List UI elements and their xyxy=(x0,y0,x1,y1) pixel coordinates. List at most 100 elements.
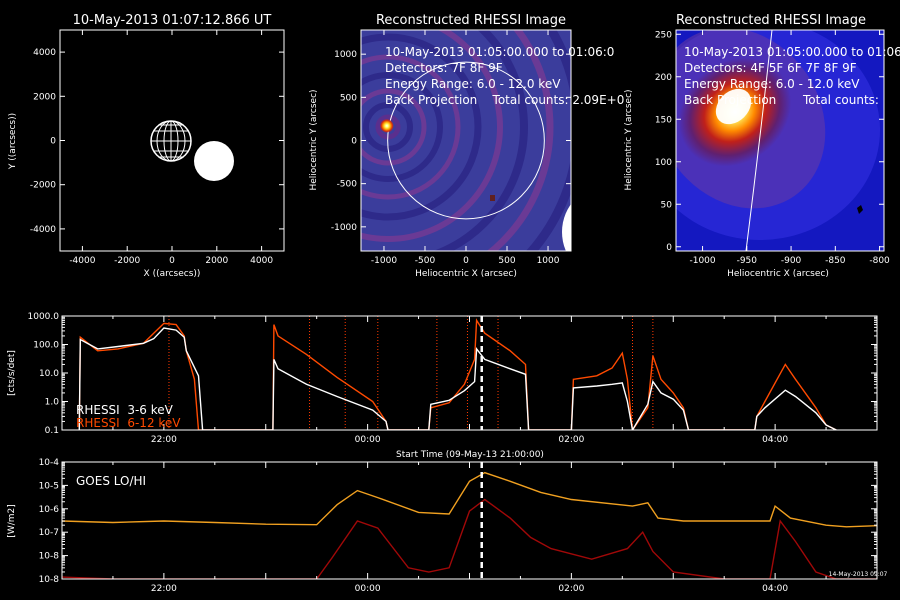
goes-legend: GOES LO/HI xyxy=(76,474,146,488)
lc-xtick-label: 02:00 xyxy=(558,435,584,445)
disk-axes: -4000 -2000 0 2000 4000 -4000 -2000 0 2000 4000 xyxy=(30,29,285,266)
lc-xtick-label: 00:00 xyxy=(355,435,381,445)
sun-disk xyxy=(194,141,234,181)
zoom-xtick-label: -950 xyxy=(737,256,758,266)
panel-rhessi-zoom: Reconstructed RHESSI Image 10-May-2013 0… xyxy=(624,13,900,279)
wide-rings xyxy=(361,30,571,251)
wide-xtick-label: 0 xyxy=(463,256,469,266)
goes-ytick-label: 10-7 xyxy=(39,528,59,538)
zoom-xtick-label: -1000 xyxy=(689,256,715,266)
wide-xlabel: Heliocentric X (arcsec) xyxy=(415,269,517,279)
lc-series-group xyxy=(78,318,837,430)
wide-info-line-3: Energy Range: 6.0 - 12.0 keV xyxy=(385,77,561,91)
goes-ytick-label: 10-4 xyxy=(39,458,60,468)
lc-xtick-label: 04:00 xyxy=(762,435,788,445)
zoom-frame xyxy=(675,29,885,252)
goes-ylabel: [W/m2] xyxy=(7,504,17,537)
wide-ytick-label: -500 xyxy=(337,180,358,190)
zoom-limb-arc xyxy=(745,30,773,251)
disk-ytick-label: 2000 xyxy=(33,92,56,102)
wide-ytick-label: 0 xyxy=(351,137,357,147)
panel-rhessi-wide: Reconstructed RHESSI Image 10-May-2013 0 xyxy=(309,13,624,279)
zoom-ytick-label: 150 xyxy=(655,115,672,125)
lc-xlabel: Start Time (09-May-13 21:00:00) xyxy=(396,450,544,460)
wide-limb-circle xyxy=(387,61,545,220)
goes-xtick-label: 02:00 xyxy=(558,584,584,594)
panel-goes: 22:00 00:00 02:00 04:00 10-8 10-8 10-7 10-6 10-5… xyxy=(7,458,888,594)
zoom-axes: -1000 -950 -900 -850 -800 0 50 100 150 200 250 xyxy=(655,29,890,266)
disk-ylabel: Y ((arcsecs)) xyxy=(8,113,18,170)
zoom-ytick-label: 250 xyxy=(655,30,672,40)
goes-xtick-label: 04:00 xyxy=(762,584,788,594)
goes-ytick-label: 10-6 xyxy=(39,505,60,515)
zoom-xtick-label: -900 xyxy=(781,256,802,266)
lc-event-markers xyxy=(168,316,654,430)
zoom-xtick-label: -850 xyxy=(825,256,846,266)
goes-ytick-label: 10-8 xyxy=(39,552,60,562)
goes-axes: 22:00 00:00 02:00 04:00 10-8 10-8 10-7 10-6 10-5… xyxy=(39,458,878,594)
lc-ytick-label: 0.1 xyxy=(45,426,59,436)
wide-image xyxy=(361,30,571,251)
wide-artifact xyxy=(490,195,495,201)
wide-xtick-label: -1000 xyxy=(371,256,397,266)
goes-stamp: 14-May-2013 09:07 xyxy=(829,571,888,578)
goes-ytick-label: 10-5 xyxy=(39,481,59,491)
wide-ytick-label: 1000 xyxy=(334,50,357,60)
disk-ytick-label: 0 xyxy=(50,137,56,147)
wide-info: 10-May-2013 01:05:00.000 to 01:06:0 Dete… xyxy=(385,45,624,107)
zoom-ylabel: Heliocentric Y (arcsec) xyxy=(624,89,634,190)
lc-ytick-label: 1000.0 xyxy=(28,312,60,322)
wide-info-line-1: 10-May-2013 01:05:00.000 to 01:06:0 xyxy=(385,45,614,59)
zoom-info-line-2: Detectors: 4F 5F 6F 7F 8F 9F xyxy=(684,61,857,75)
disk-title: 10-May-2013 01:07:12.866 UT xyxy=(73,13,272,28)
zoom-xtick-label: -800 xyxy=(869,256,890,266)
zoom-ytick-label: 100 xyxy=(655,158,672,168)
disk-xtick-label: -2000 xyxy=(114,256,140,266)
goes-series-1 xyxy=(62,498,877,579)
zoom-info-line-4: Back Projection Total counts: xyxy=(684,93,879,107)
wide-xtick-label: -500 xyxy=(415,256,436,266)
goes-xtick-label: 22:00 xyxy=(151,584,177,594)
goes-xtick-label: 00:00 xyxy=(355,584,381,594)
lc-series-1 xyxy=(78,318,837,430)
zoom-info-line-1: 10-May-2013 01:05:00.000 to 01:06:0 xyxy=(684,45,900,59)
disk-ytick-label: -2000 xyxy=(30,181,56,191)
wide-xtick-label: 1000 xyxy=(537,256,560,266)
goes-series-group xyxy=(62,471,877,579)
disk-xlabel: X ((arcsecs)) xyxy=(144,269,201,279)
lc-legend-high: RHESSI 6-12 keV xyxy=(76,416,181,430)
lc-ytick-label: 10.0 xyxy=(39,369,59,379)
zoom-ytick-label: 50 xyxy=(661,200,673,210)
wide-xtick-label: 500 xyxy=(498,256,515,266)
lc-ytick-label: 100.0 xyxy=(33,341,59,351)
wide-ylabel: Heliocentric Y (arcsec) xyxy=(309,89,319,190)
wide-ytick-label: -1000 xyxy=(331,223,357,233)
panel-disk: 10-May-2013 01:07:12.866 UT -4000 -2000 0 2… xyxy=(8,13,285,279)
wide-info-line-2: Detectors: 7F 8F 9F xyxy=(385,61,503,75)
disk-xtick-label: 2000 xyxy=(205,256,228,266)
lc-axes: 22:00 00:00 02:00 04:00 0.1 1.0 10.0 100.0 1000.… xyxy=(28,312,878,445)
wide-sun-overlay xyxy=(562,204,571,251)
lc-ytick-label: 1.0 xyxy=(45,398,60,408)
wide-info-line-4: Back Projection Total counts: 2.09E+0 xyxy=(385,93,624,107)
zoom-flare-source xyxy=(715,88,752,125)
zoom-info-line-3: Energy Range: 6.0 - 12.0 keV xyxy=(684,77,860,91)
zoom-title: Reconstructed RHESSI Image xyxy=(676,13,866,28)
panel-rhessi-lightcurve: 22:00 00:00 02:00 04:00 0.1 1.0 10.0 100.0 1000.… xyxy=(7,312,878,460)
wide-title: Reconstructed RHESSI Image xyxy=(376,13,566,28)
goes-ytick-label: 10-8 xyxy=(39,575,60,585)
wide-flare-source xyxy=(379,118,394,133)
zoom-ytick-label: 200 xyxy=(655,73,672,83)
goes-series-0 xyxy=(62,471,877,528)
lc-series-0 xyxy=(78,327,837,430)
lc-legend-low: RHESSI 3-6 keV xyxy=(76,403,174,417)
zoom-image xyxy=(676,30,884,251)
zoom-artifact xyxy=(857,205,863,214)
disk-xtick-label: 0 xyxy=(169,256,175,266)
disk-xtick-label: -4000 xyxy=(69,256,95,266)
lc-xtick-label: 22:00 xyxy=(151,435,177,445)
disk-ytick-label: -4000 xyxy=(30,225,56,235)
zoom-xlabel: Heliocentric X (arcsec) xyxy=(727,269,829,279)
lc-ylabel: [cts/s/det] xyxy=(7,350,17,396)
earth-globe-icon xyxy=(150,120,192,162)
